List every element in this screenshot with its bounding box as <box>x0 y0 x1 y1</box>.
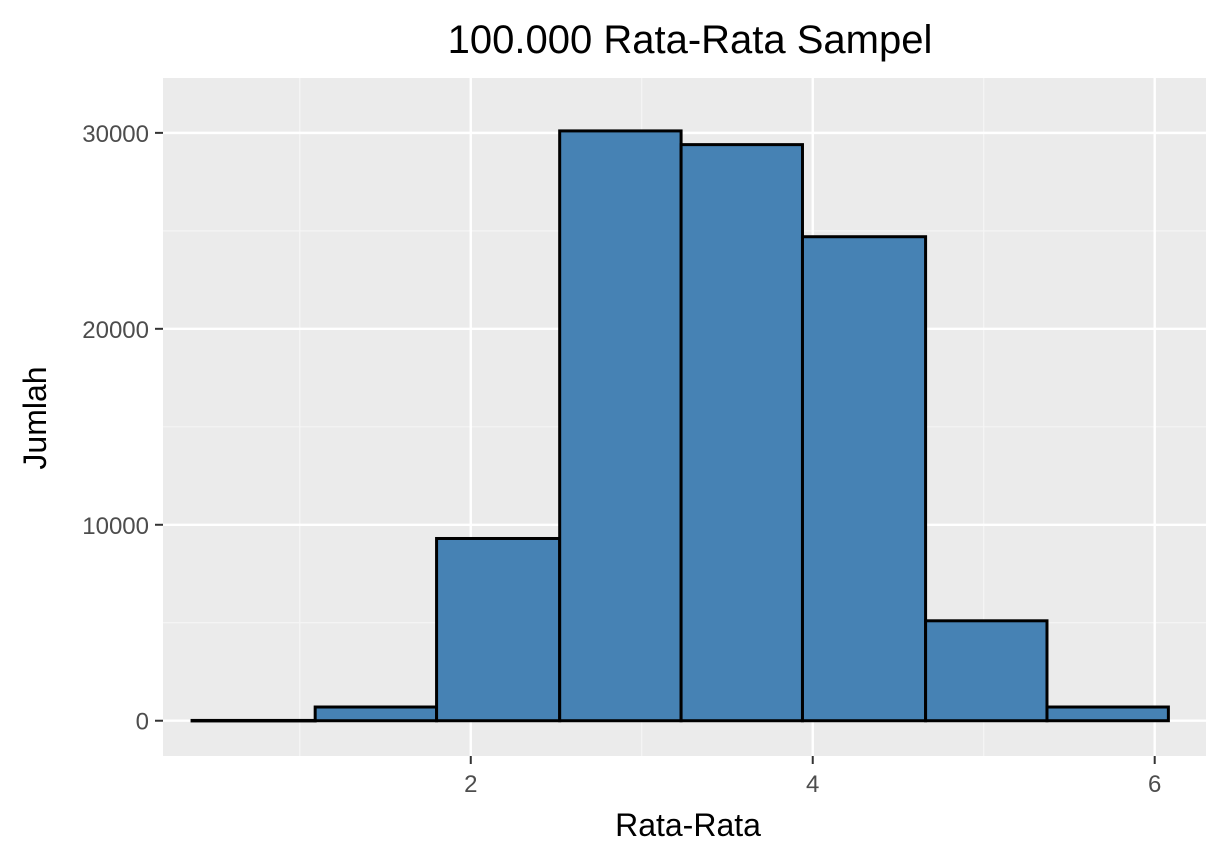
histogram-bar-6 <box>800 235 928 723</box>
y-axis-title: Jumlah <box>17 366 53 469</box>
x-tick-label: 6 <box>1148 771 1161 798</box>
histogram-bar-4 <box>558 129 683 723</box>
y-tick-label: 20000 <box>82 317 149 344</box>
chart-title: 100.000 Rata-Rata Sampel <box>448 18 933 62</box>
x-axis-title: Rata-Rata <box>615 807 761 843</box>
histogram-bar-8 <box>1045 705 1170 723</box>
x-tick-label: 4 <box>806 771 819 798</box>
y-tick-label: 30000 <box>82 121 149 148</box>
histogram-bar-5 <box>679 143 804 723</box>
histogram-bar-7 <box>924 619 1049 723</box>
histogram-bar-1 <box>190 718 317 723</box>
y-tick-label: 10000 <box>82 513 149 540</box>
histogram-bar-2 <box>313 705 439 723</box>
histogram-bars <box>190 129 1170 723</box>
y-tick-label: 0 <box>136 709 149 736</box>
axis-ticks <box>155 131 1156 764</box>
x-tick-labels: 2 4 6 <box>464 771 1161 798</box>
y-tick-labels: 0 10000 20000 30000 <box>82 121 149 736</box>
histogram-bar-3 <box>435 536 562 723</box>
x-tick-label: 2 <box>464 771 477 798</box>
